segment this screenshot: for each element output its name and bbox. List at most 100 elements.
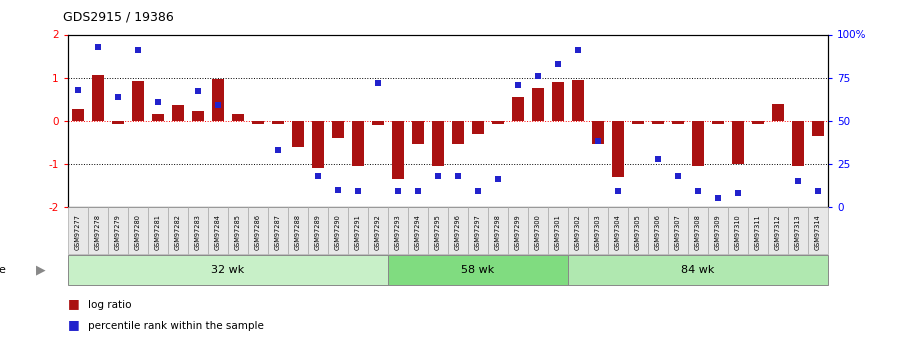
Text: GSM97310: GSM97310 [735,214,741,250]
Bar [68,255,388,285]
Bar [552,82,564,121]
Bar [612,121,624,177]
Text: GSM97284: GSM97284 [214,214,221,250]
Bar [248,207,268,254]
Text: GSM97277: GSM97277 [75,214,81,250]
Bar [372,121,384,125]
Text: ▶: ▶ [35,264,45,276]
Bar [628,207,648,254]
Text: 58 wk: 58 wk [462,265,495,275]
Bar [208,207,228,254]
Bar [88,207,108,254]
Bar [548,207,568,254]
Bar [512,97,524,121]
Bar [71,109,84,121]
Bar [712,121,724,124]
Text: GSM97303: GSM97303 [595,214,601,250]
Bar [532,88,544,121]
Bar [508,207,528,254]
Bar [188,207,208,254]
Bar [92,76,104,121]
Bar [128,207,148,254]
Bar [292,121,304,147]
Bar [132,81,144,121]
Text: GSM97294: GSM97294 [415,214,421,250]
Bar [112,121,124,124]
Text: GSM97282: GSM97282 [175,214,181,250]
Text: log ratio: log ratio [88,300,131,310]
Bar [688,207,708,254]
Bar [172,105,184,121]
Text: age: age [0,265,9,275]
Bar [308,207,328,254]
Bar [572,80,584,121]
Bar [748,207,768,254]
Bar [728,207,748,254]
Bar [472,121,484,134]
Bar [272,121,284,124]
Text: GSM97295: GSM97295 [435,214,441,250]
Text: GSM97280: GSM97280 [135,214,141,250]
Bar [388,207,408,254]
Text: GSM97305: GSM97305 [635,214,641,250]
Text: GSM97289: GSM97289 [315,214,321,250]
Bar [492,121,504,124]
Bar [412,121,424,145]
Text: GSM97308: GSM97308 [695,214,701,250]
Text: GSM97278: GSM97278 [95,214,100,250]
Bar [348,207,368,254]
Bar [528,207,548,254]
Text: GSM97299: GSM97299 [515,214,521,250]
Text: GSM97312: GSM97312 [775,214,781,250]
Bar [772,104,784,121]
Bar [148,207,168,254]
Bar [788,207,808,254]
Bar [68,207,88,254]
Bar [588,207,608,254]
Bar [592,121,604,145]
Bar [568,255,828,285]
Bar [752,121,764,124]
Text: GSM97313: GSM97313 [795,214,801,250]
Bar [768,207,788,254]
Bar [732,121,744,164]
Bar [388,255,568,285]
Bar [428,207,448,254]
Text: ■: ■ [68,297,80,310]
Bar [212,79,224,121]
Bar [192,111,204,121]
Text: percentile rank within the sample: percentile rank within the sample [88,321,263,331]
Bar [708,207,728,254]
Text: GSM97302: GSM97302 [575,214,581,250]
Bar [432,121,444,166]
Text: GSM97281: GSM97281 [155,214,161,250]
Bar [108,207,128,254]
Bar [672,121,684,124]
Text: GSM97285: GSM97285 [235,214,241,250]
Bar [668,207,688,254]
Bar [328,207,348,254]
Text: GSM97283: GSM97283 [195,214,201,250]
Bar [488,207,508,254]
Text: GSM97307: GSM97307 [675,214,681,250]
Bar [632,121,644,124]
Bar [268,207,288,254]
Bar [648,207,668,254]
Bar [792,121,804,166]
Text: GSM97290: GSM97290 [335,214,341,250]
Bar [228,207,248,254]
Text: GSM97304: GSM97304 [615,214,621,250]
Text: GSM97298: GSM97298 [495,214,501,250]
Bar [232,114,244,121]
Bar [568,207,588,254]
Text: GSM97287: GSM97287 [275,214,281,250]
Bar [332,121,344,138]
Bar [312,121,324,168]
Text: GSM97297: GSM97297 [475,214,481,250]
Text: GSM97296: GSM97296 [455,214,461,250]
Bar [368,207,388,254]
Bar [608,207,628,254]
Text: GSM97288: GSM97288 [295,214,301,250]
Bar [812,121,824,136]
Bar [452,121,464,145]
